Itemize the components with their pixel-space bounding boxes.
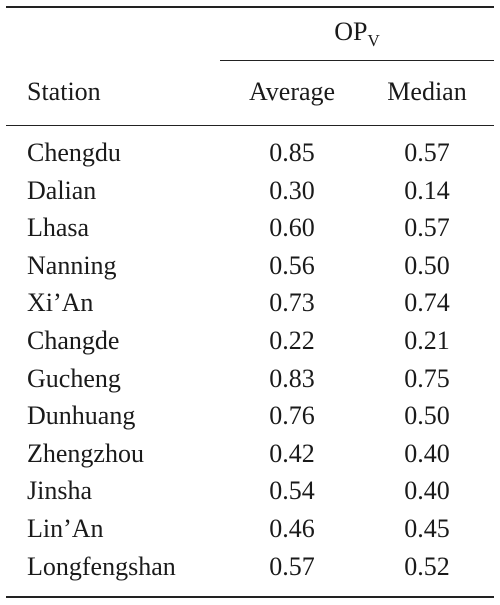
table-row: Dalian 0.30 0.14 [0,176,500,214]
median-cell: 0.40 [404,476,450,506]
station-cell: Jinsha [27,476,92,506]
average-cell: 0.56 [269,250,315,280]
median-cell: 0.52 [404,551,450,581]
average-cell: 0.42 [269,438,315,468]
table-row: Nanning 0.56 0.50 [0,251,500,289]
average-cell: 0.85 [269,138,315,167]
average-cell: 0.54 [269,476,315,506]
top-rule [6,6,494,8]
group-header-subscript: V [367,31,380,50]
median-cell: 0.50 [404,250,450,280]
median-cell: 0.57 [404,213,450,243]
group-header-opv: OPV [220,17,494,50]
station-cell: Gucheng [27,363,121,393]
table-row: Longfengshan 0.57 0.52 [0,552,500,590]
station-cell: Lhasa [27,213,90,243]
median-cell: 0.45 [404,513,450,543]
average-cell: 0.76 [269,401,315,431]
median-cell: 0.57 [404,138,450,167]
header-rule [6,125,494,126]
average-cell: 0.30 [269,175,315,205]
average-cell: 0.22 [269,325,315,355]
column-header-average: Average [248,77,336,106]
average-cell: 0.83 [269,363,315,393]
median-cell: 0.14 [404,175,450,205]
station-cell: Longfengshan [27,551,176,581]
column-header-station: Station [27,77,101,106]
station-cell: Dunhuang [27,401,136,431]
group-header-rule [220,60,494,61]
station-cell: Chengdu [27,138,121,167]
table-body: Chengdu 0.85 0.57 Dalian 0.30 0.14 Lhasa… [0,138,500,589]
median-cell: 0.40 [404,438,450,468]
station-cell: Nanning [27,250,117,280]
table-row: Lin’An 0.46 0.45 [0,514,500,552]
median-cell: 0.50 [404,401,450,431]
average-cell: 0.60 [269,213,315,243]
station-cell: Lin’An [27,513,104,543]
station-cell: Dalian [27,175,97,205]
station-cell: Zhengzhou [27,438,144,468]
average-cell: 0.57 [269,551,315,581]
table-row: Xi’An 0.73 0.74 [0,288,500,326]
table-row: Chengdu 0.85 0.57 [0,138,500,176]
table-row: Dunhuang 0.76 0.50 [0,401,500,439]
average-cell: 0.46 [269,513,315,543]
average-cell: 0.73 [269,288,315,318]
table-row: Changde 0.22 0.21 [0,326,500,364]
median-cell: 0.75 [404,363,450,393]
table-row: Lhasa 0.60 0.57 [0,213,500,251]
table-row: Gucheng 0.83 0.75 [0,364,500,402]
group-header-main: OP [334,17,368,46]
median-cell: 0.74 [404,288,450,318]
table-row: Jinsha 0.54 0.40 [0,476,500,514]
column-header-median: Median [387,77,467,106]
station-cell: Changde [27,325,120,355]
median-cell: 0.21 [404,325,450,355]
station-cell: Xi’An [27,288,94,318]
table-row: Zhengzhou 0.42 0.40 [0,439,500,477]
bottom-rule [6,596,494,598]
